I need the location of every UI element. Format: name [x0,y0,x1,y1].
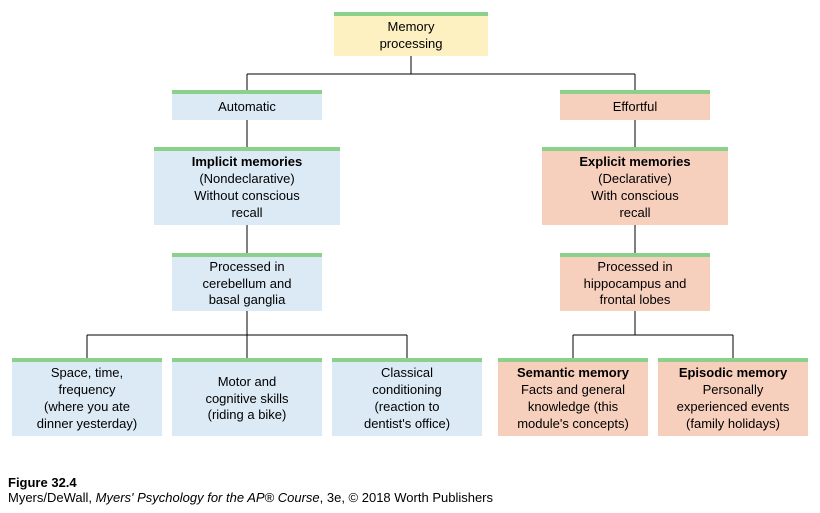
node-hippocampus: Processed inhippocampus andfrontal lobes [560,253,710,311]
node-space: Space, time,frequency(where you atedinne… [12,358,162,436]
node-episodic: Episodic memoryPersonallyexperienced eve… [658,358,808,436]
figure-number: Figure 32.4 [8,475,493,490]
node-classical: Classicalconditioning(reaction todentist… [332,358,482,436]
figure-source: Myers/DeWall, Myers' Psychology for the … [8,490,493,505]
node-implicit: Implicit memories(Nondeclarative)Without… [154,147,340,225]
node-explicit: Explicit memories(Declarative)With consc… [542,147,728,225]
node-automatic: Automatic [172,90,322,120]
node-motor: Motor andcognitive skills(riding a bike) [172,358,322,436]
node-cerebellum: Processed incerebellum andbasal ganglia [172,253,322,311]
node-root: Memoryprocessing [334,12,488,56]
figure-caption: Figure 32.4 Myers/DeWall, Myers' Psychol… [8,475,493,505]
node-effortful: Effortful [560,90,710,120]
node-semantic: Semantic memoryFacts and generalknowledg… [498,358,648,436]
